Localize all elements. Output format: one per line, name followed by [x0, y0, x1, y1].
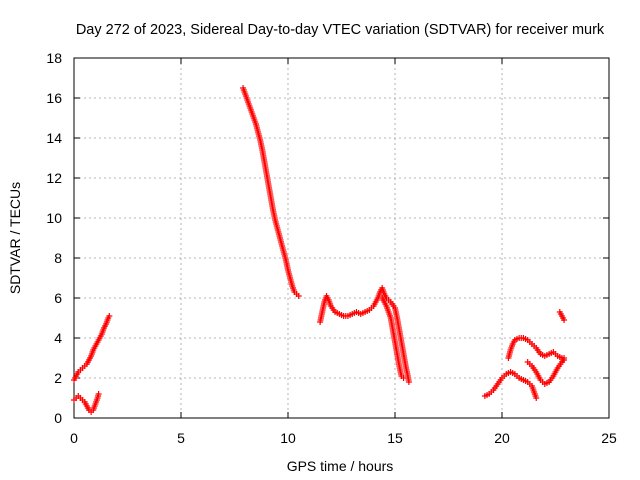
y-tick-label: 18	[46, 50, 62, 66]
data-point	[533, 395, 540, 401]
data-points	[71, 85, 568, 415]
x-tick-label: 15	[387, 430, 403, 446]
grid	[74, 58, 609, 418]
y-tick-label: 12	[46, 170, 62, 186]
data-point	[561, 317, 568, 323]
y-tick-label: 2	[54, 370, 62, 386]
y-tick-label: 6	[54, 290, 62, 306]
y-axis-label: SDTVAR / TECUs	[7, 182, 23, 294]
y-tick-label: 4	[54, 330, 62, 346]
data-point	[405, 379, 412, 385]
data-point	[106, 313, 113, 319]
data-point	[561, 355, 568, 361]
x-tick-label: 25	[601, 430, 617, 446]
y-tick-label: 16	[46, 90, 62, 106]
axis-ticks: 0 5 10 15 20 25 0 2 4 6 8 10 12 14 16 18	[46, 50, 617, 446]
x-tick-label: 0	[70, 430, 78, 446]
x-axis-label: GPS time / hours	[287, 458, 394, 474]
y-tick-label: 14	[46, 130, 62, 146]
x-tick-label: 10	[280, 430, 296, 446]
x-tick-label: 5	[177, 430, 185, 446]
y-tick-label: 0	[54, 410, 62, 426]
plot-frame	[73, 57, 610, 419]
chart-title: Day 272 of 2023, Sidereal Day-to-day VTE…	[76, 22, 605, 38]
data-point	[295, 293, 302, 299]
y-tick-label: 8	[54, 250, 62, 266]
data-point	[400, 375, 407, 381]
data-point	[95, 391, 102, 397]
x-tick-label: 20	[494, 430, 510, 446]
y-tick-label: 10	[46, 210, 62, 226]
